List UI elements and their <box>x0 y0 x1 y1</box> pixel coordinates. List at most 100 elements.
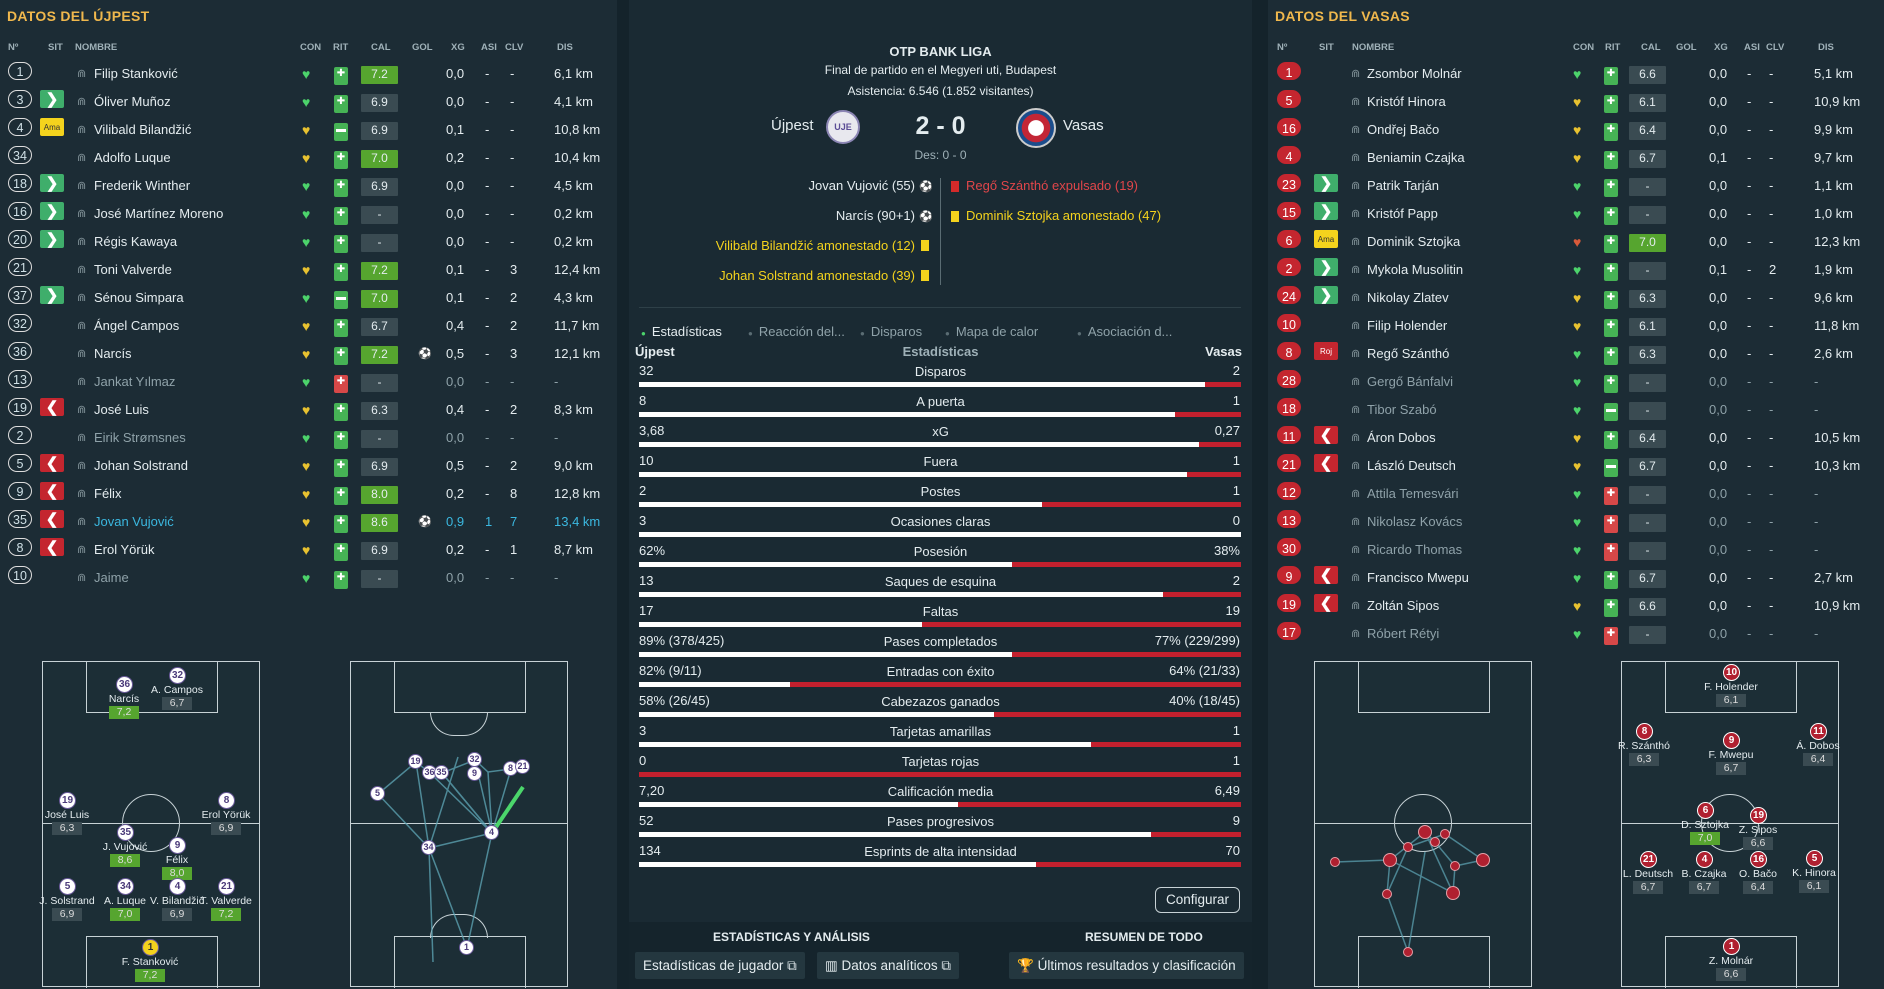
col-clv[interactable]: CLV <box>1766 42 1785 53</box>
player-name[interactable]: Filip Holender <box>1367 318 1448 333</box>
player-row[interactable]: 4 ⋒ Beniamin Czajka ♥ ✚ 6.7 0,1 - - 9,7 km <box>1268 144 1884 171</box>
col-asi[interactable]: ASI <box>1744 42 1760 53</box>
player-row[interactable]: 20 ❯ ⋒ Régis Kawaya ♥ ✚ -0,0- -0,2 km <box>0 228 617 255</box>
player-dot[interactable]: 21 <box>218 878 235 895</box>
player-row[interactable]: 10 ⋒ Filip Holender ♥ ✚ 6.1 0,0 - - 11,8 km <box>1268 312 1884 339</box>
player-dot[interactable]: 4 <box>1696 851 1713 868</box>
player-row[interactable]: 1 ⋒ Filip Stanković ♥ ✚ 7.2 0,0 - - 6,1 km <box>0 60 617 87</box>
player-row[interactable]: 2 ⋒ Eirik Strømsnes ♥ ✚ -0,0- - - <box>0 424 617 451</box>
player-row[interactable]: 9 ❮ ⋒ Francisco Mwepu ♥ ✚ 6.7 0,0 - - 2,7 km <box>1268 564 1884 591</box>
player-dot[interactable]: 8 <box>218 792 235 809</box>
player-name[interactable]: Beniamin Czajka <box>1367 150 1465 165</box>
player-name[interactable]: Ángel Campos <box>94 318 180 333</box>
player-dot[interactable]: 21 <box>1640 851 1657 868</box>
player-name[interactable]: Ricardo Thomas <box>1367 542 1463 557</box>
player-name[interactable]: Mykola Musolitin <box>1367 262 1464 277</box>
player-name[interactable]: Narcís <box>94 346 132 361</box>
player-name[interactable]: José Martínez Moreno <box>94 206 224 221</box>
player-dot[interactable]: 1 <box>142 939 159 956</box>
player-row[interactable]: 11 ❮ ⋒ Áron Dobos ♥ ✚ 6.4 0,0 - - 10,5 km <box>1268 424 1884 451</box>
player-dot[interactable]: 34 <box>117 878 134 895</box>
tab-2[interactable]: ● Disparos <box>860 324 922 339</box>
player-name[interactable]: Ondřej Bačo <box>1367 122 1440 137</box>
player-row[interactable]: 13 ⋒ Jankat Yılmaz ♥ ✚ -0,0- - - <box>0 368 617 395</box>
col-xg[interactable]: XG <box>1714 42 1728 53</box>
col-rit[interactable]: RIT <box>333 42 349 53</box>
player-dot[interactable]: 1 <box>1723 938 1740 955</box>
player-name[interactable]: Patrik Tarján <box>1367 178 1440 193</box>
player-name[interactable]: Francisco Mwepu <box>1367 570 1469 585</box>
player-row[interactable]: 21 ⋒ Toni Valverde ♥ ✚ 7.2 0,1 - 3 12,4 km <box>0 256 617 283</box>
player-name[interactable]: Régis Kawaya <box>94 234 178 249</box>
col-dis[interactable]: DIS <box>1818 42 1834 53</box>
col-sit[interactable]: SIT <box>48 42 63 53</box>
player-dot[interactable]: 19 <box>59 792 76 809</box>
configure-button[interactable]: Configurar <box>1155 887 1241 913</box>
player-row[interactable]: 9 ❮ ⋒ Félix ♥ ✚ 8.0 0,2 - 8 12,8 km <box>0 480 617 507</box>
results-button[interactable]: 🏆 Últimos resultados y clasificación <box>1009 952 1244 979</box>
player-dot[interactable]: 9 <box>1723 732 1740 749</box>
player-row[interactable]: 3 ❯ ⋒ Óliver Muñoz ♥ ✚ 6.9 0,0 - - 4,1 km <box>0 88 617 115</box>
player-name[interactable]: Kristóf Hinora <box>1367 94 1446 109</box>
player-name[interactable]: Félix <box>94 486 122 501</box>
player-name[interactable]: Attila Temesvári <box>1367 486 1459 501</box>
col-asi[interactable]: ASI <box>481 42 497 53</box>
player-row[interactable]: 35 ❮ ⋒ Jovan Vujović ♥ ✚ 8.6 ⚽ 0,9 1 7 13,4 km <box>0 508 617 535</box>
player-name[interactable]: Zoltán Sipos <box>1367 598 1440 613</box>
tab-3[interactable]: ● Mapa de calor <box>945 324 1038 339</box>
player-row[interactable]: 16 ❯ ⋒ José Martínez Moreno ♥ ✚ -0,0- -0,2 km <box>0 200 617 227</box>
player-row[interactable]: 23 ❯ ⋒ Patrik Tarján ♥ ✚ -0,0- -1,1 km <box>1268 172 1884 199</box>
player-dot[interactable]: 35 <box>117 824 134 841</box>
player-name[interactable]: Óliver Muñoz <box>94 94 171 109</box>
player-name[interactable]: Regő Szánthó <box>1367 346 1450 361</box>
analytics-button[interactable]: ▥ Datos analíticos ⧉ <box>817 952 959 979</box>
player-dot[interactable]: 6 <box>1697 802 1714 819</box>
col-gol[interactable]: GOL <box>1676 42 1697 53</box>
player-row[interactable]: 17 ⋒ Róbert Rétyi ♥ ✚ -0,0- - - <box>1268 620 1884 647</box>
player-row[interactable]: 37 ❯ ⋒ Sénou Simpara ♥ ▬ 7.0 0,1 - 2 4,3 km <box>0 284 617 311</box>
player-name[interactable]: Kristóf Papp <box>1367 206 1438 221</box>
player-name[interactable]: Áron Dobos <box>1367 430 1436 445</box>
col-rit[interactable]: RIT <box>1605 42 1621 53</box>
player-dot[interactable]: 32 <box>169 667 186 684</box>
player-name[interactable]: Vilibald Bilandžić <box>94 122 192 137</box>
player-row[interactable]: 15 ❯ ⋒ Kristóf Papp ♥ ✚ -0,0- -1,0 km <box>1268 200 1884 227</box>
player-row[interactable]: 32 ⋒ Ángel Campos ♥ ✚ 6.7 0,4 - 2 11,7 km <box>0 312 617 339</box>
home-team-name[interactable]: Újpest <box>771 117 814 134</box>
tab-0[interactable]: ● Estadísticas <box>641 324 722 339</box>
player-row[interactable]: 36 ⋒ Narcís ♥ ✚ 7.2 ⚽ 0,5 - 3 12,1 km <box>0 340 617 367</box>
player-dot[interactable]: 5 <box>1806 850 1823 867</box>
player-name[interactable]: Adolfo Luque <box>94 150 171 165</box>
player-row[interactable]: 12 ⋒ Attila Temesvári ♥ ✚ -0,0- - - <box>1268 480 1884 507</box>
player-dot[interactable]: 11 <box>1810 723 1827 740</box>
player-row[interactable]: 16 ⋒ Ondřej Bačo ♥ ✚ 6.4 0,0 - - 9,9 km <box>1268 116 1884 143</box>
player-name[interactable]: Filip Stanković <box>94 66 178 81</box>
player-row[interactable]: 8 ❮ ⋒ Erol Yörük ♥ ✚ 6.9 0,2 - 1 8,7 km <box>0 536 617 563</box>
tab-4[interactable]: ● Asociación d... <box>1077 324 1172 339</box>
player-row[interactable]: 8 Roj ⋒ Regő Szánthó ♥ ✚ 6.3 0,0 - - 2,6 km <box>1268 340 1884 367</box>
player-name[interactable]: Eirik Strømsnes <box>94 430 186 445</box>
player-row[interactable]: 2 ❯ ⋒ Mykola Musolitin ♥ ✚ -0,1-2 1,9 km <box>1268 256 1884 283</box>
player-row[interactable]: 13 ⋒ Nikolasz Kovács ♥ ✚ -0,0- - - <box>1268 508 1884 535</box>
col-n[interactable]: Nº <box>8 42 19 53</box>
player-row[interactable]: 6 Ama ⋒ Dominik Sztojka ♥ ✚ 7.0 0,0 - - 12,3 km <box>1268 228 1884 255</box>
player-dot[interactable]: 9 <box>169 837 186 854</box>
col-xg[interactable]: XG <box>451 42 465 53</box>
player-dot[interactable]: 4 <box>169 878 186 895</box>
player-name[interactable]: Jovan Vujović <box>94 514 174 529</box>
col-cal[interactable]: CAL <box>371 42 391 53</box>
player-name[interactable]: Dominik Sztojka <box>1367 234 1461 249</box>
col-cal[interactable]: CAL <box>1641 42 1661 53</box>
away-team-name[interactable]: Vasas <box>1063 117 1104 134</box>
player-dot[interactable]: 36 <box>116 676 133 693</box>
col-nombre[interactable]: NOMBRE <box>75 42 118 53</box>
col-sit[interactable]: SIT <box>1319 42 1334 53</box>
player-name[interactable]: Róbert Rétyi <box>1367 626 1440 641</box>
player-name[interactable]: Frederik Winther <box>94 178 191 193</box>
col-con[interactable]: CON <box>300 42 322 53</box>
player-dot[interactable]: 19 <box>1750 807 1767 824</box>
player-name[interactable]: Gergő Bánfalvi <box>1367 374 1453 389</box>
player-name[interactable]: Nikolay Zlatev <box>1367 290 1449 305</box>
col-dis[interactable]: DIS <box>557 42 573 53</box>
player-name[interactable]: Erol Yörük <box>94 542 155 557</box>
